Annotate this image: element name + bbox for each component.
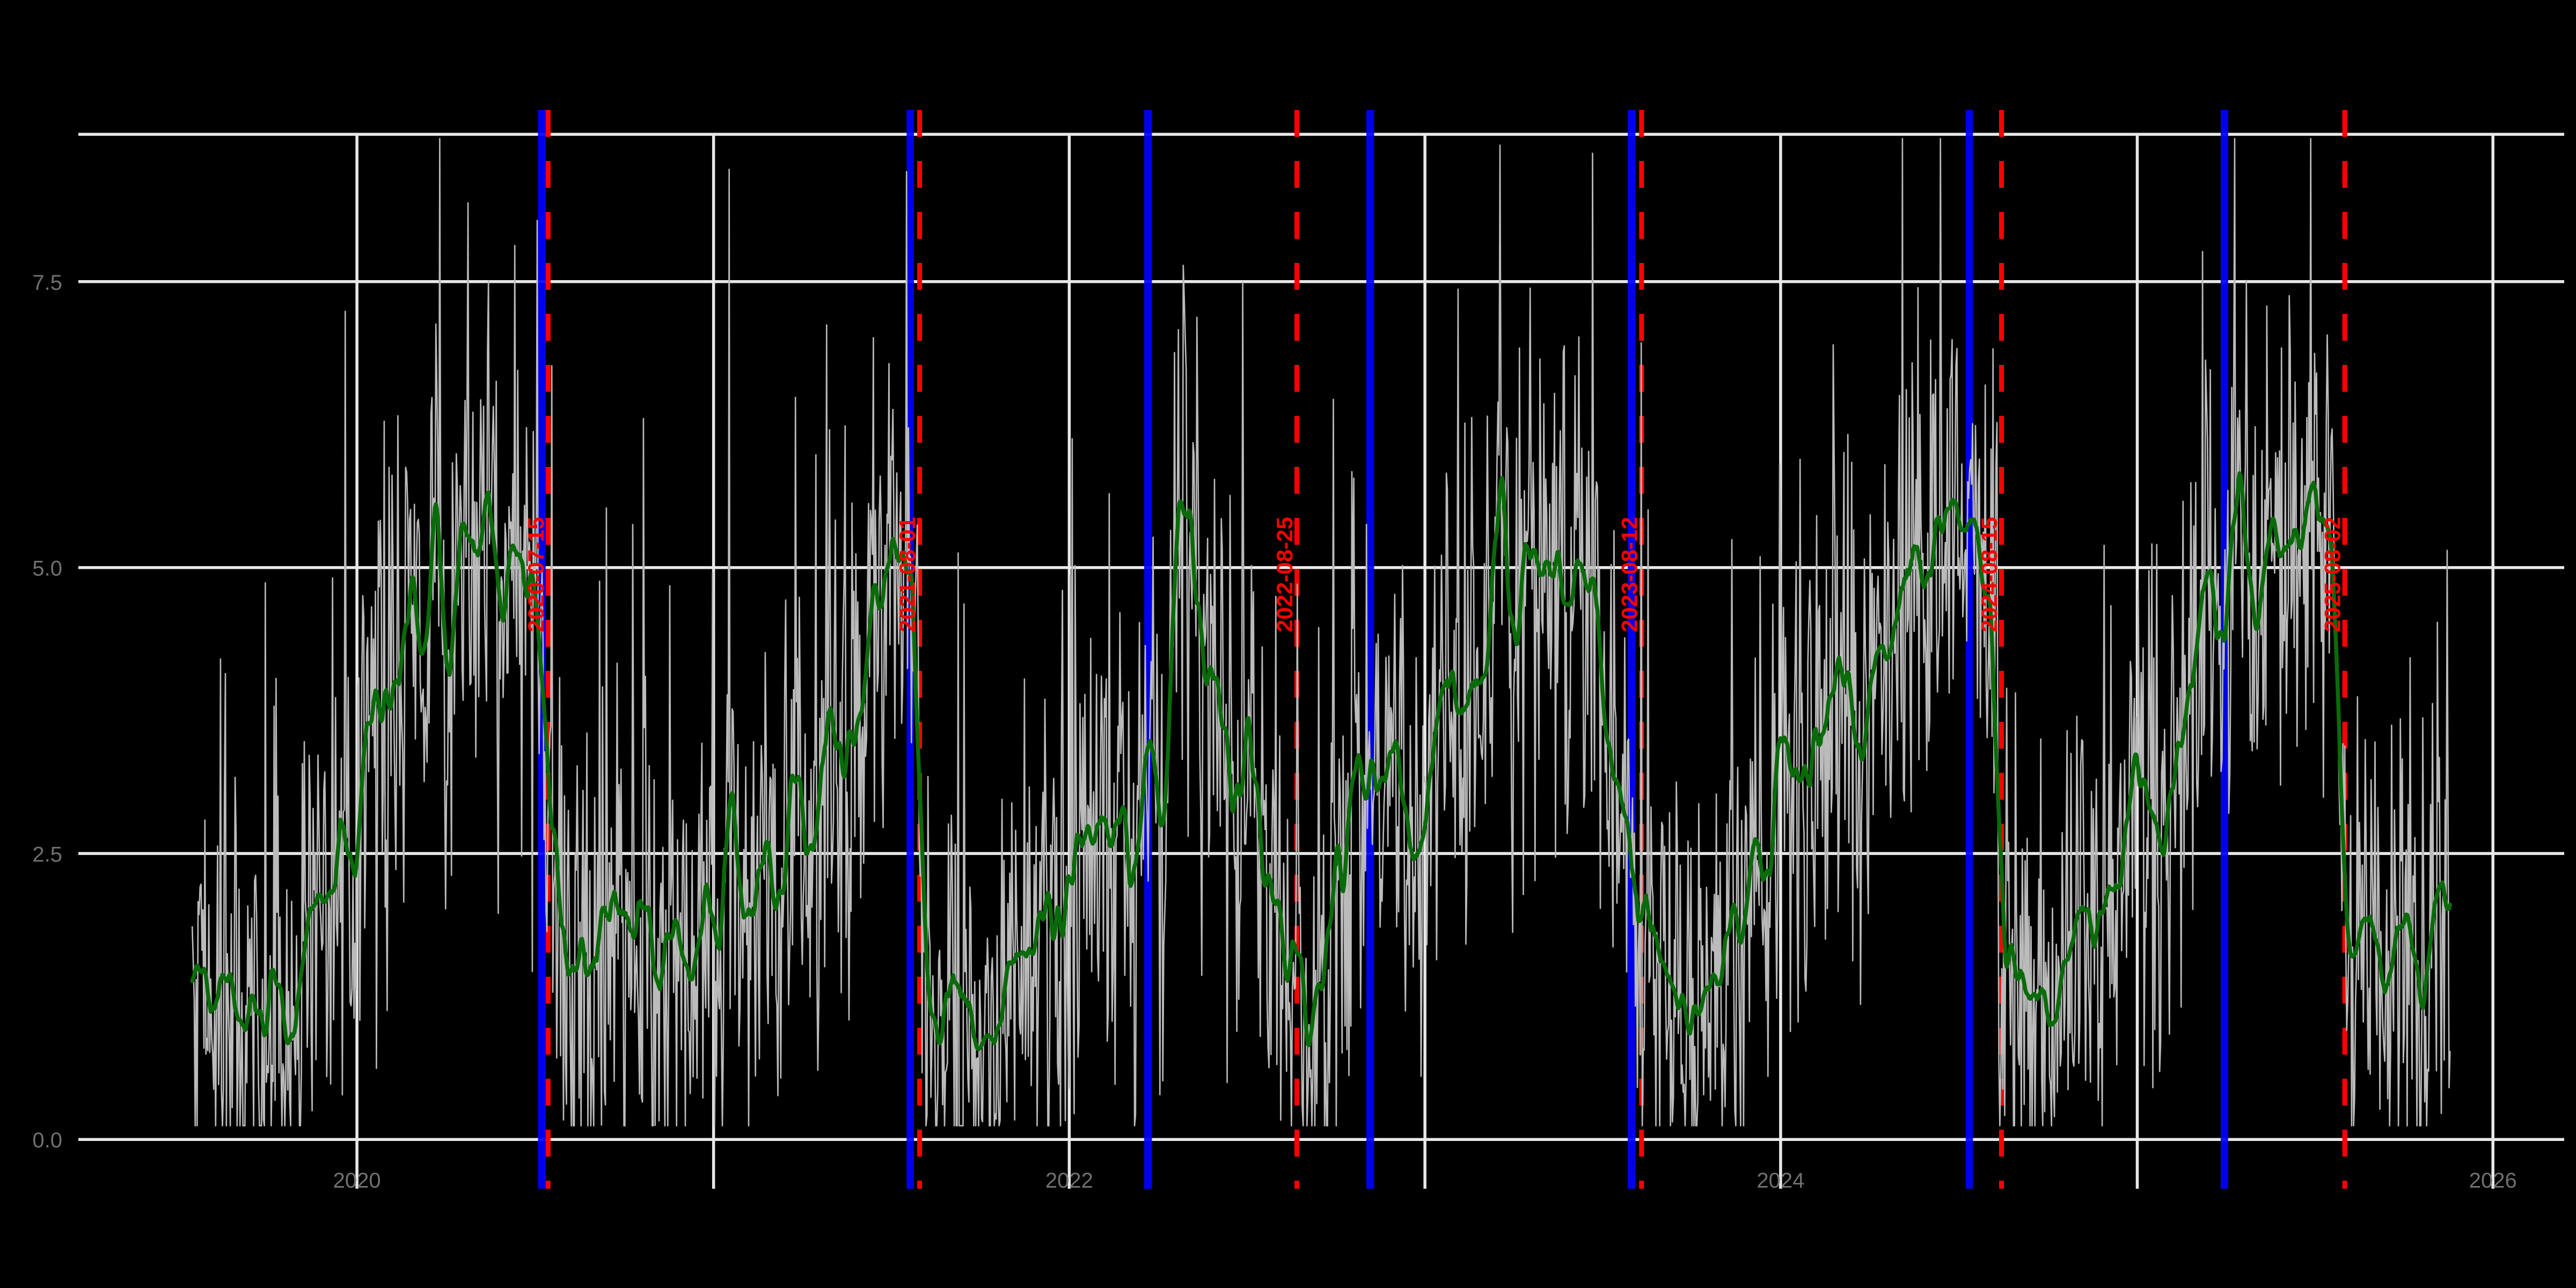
svg-text:2025-08-02: 2025-08-02 xyxy=(2320,517,2345,632)
svg-text:2024-08-15: 2024-08-15 xyxy=(1977,517,2002,632)
svg-text:2023-08-12: 2023-08-12 xyxy=(1616,517,1642,632)
svg-text:5.0: 5.0 xyxy=(32,557,62,581)
svg-text:2020-07-15: 2020-07-15 xyxy=(523,517,548,632)
svg-text:2020: 2020 xyxy=(333,1169,381,1192)
svg-text:2.5: 2.5 xyxy=(32,843,62,866)
svg-text:7.5: 7.5 xyxy=(32,271,62,295)
svg-text:2022-08-25: 2022-08-25 xyxy=(1272,517,1297,632)
svg-text:0.0: 0.0 xyxy=(32,1129,62,1152)
svg-text:2021-08-01: 2021-08-01 xyxy=(895,517,920,632)
svg-text:2024: 2024 xyxy=(1757,1169,1804,1192)
svg-text:2026: 2026 xyxy=(2469,1169,2517,1192)
svg-text:2022: 2022 xyxy=(1045,1169,1093,1192)
